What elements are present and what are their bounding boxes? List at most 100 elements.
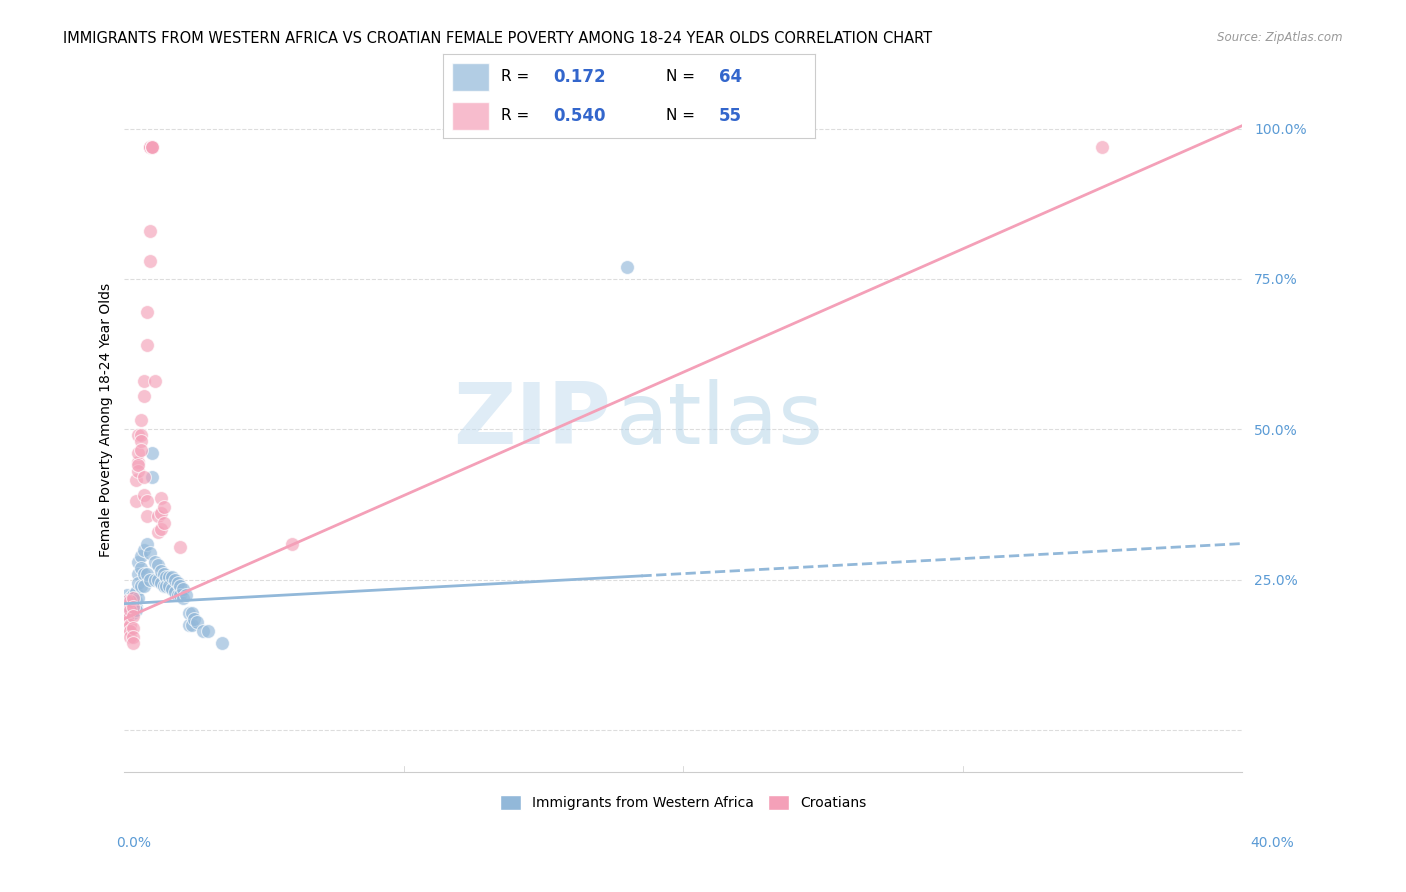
Point bbox=[132, 579, 155, 593]
Point bbox=[117, 588, 139, 602]
Point bbox=[138, 545, 160, 559]
Point bbox=[132, 374, 155, 388]
Point bbox=[129, 579, 152, 593]
Text: N =: N = bbox=[666, 108, 700, 123]
Point bbox=[120, 599, 142, 614]
Point bbox=[121, 606, 143, 620]
Point bbox=[121, 608, 143, 623]
Point bbox=[121, 636, 143, 650]
Point bbox=[127, 458, 149, 473]
Point bbox=[152, 500, 174, 515]
Point bbox=[124, 474, 146, 488]
Point bbox=[172, 582, 194, 596]
Legend: Immigrants from Western Africa, Croatians: Immigrants from Western Africa, Croatian… bbox=[495, 789, 872, 816]
Point bbox=[120, 593, 142, 607]
Text: 0.172: 0.172 bbox=[553, 68, 606, 86]
Point bbox=[127, 555, 149, 569]
Text: 64: 64 bbox=[718, 68, 742, 86]
Point bbox=[135, 494, 157, 508]
Point bbox=[166, 575, 188, 590]
Point bbox=[117, 603, 139, 617]
Point bbox=[124, 593, 146, 607]
Point bbox=[174, 588, 197, 602]
Bar bbox=[453, 62, 489, 91]
Point bbox=[120, 617, 142, 632]
Point bbox=[135, 566, 157, 581]
Point bbox=[117, 612, 139, 626]
Point bbox=[146, 573, 169, 587]
Point bbox=[120, 624, 142, 638]
Point bbox=[138, 224, 160, 238]
Point bbox=[117, 593, 139, 607]
Point bbox=[121, 593, 143, 607]
Text: R =: R = bbox=[501, 70, 534, 85]
Text: 0.540: 0.540 bbox=[553, 107, 606, 125]
Point bbox=[135, 509, 157, 524]
Point bbox=[121, 630, 143, 644]
Y-axis label: Female Poverty Among 18-24 Year Olds: Female Poverty Among 18-24 Year Olds bbox=[100, 284, 114, 558]
Text: N =: N = bbox=[666, 70, 700, 85]
Point bbox=[146, 558, 169, 572]
Point bbox=[141, 446, 163, 460]
Point bbox=[149, 575, 172, 590]
Point bbox=[132, 542, 155, 557]
Point bbox=[127, 446, 149, 460]
Point bbox=[166, 588, 188, 602]
Point bbox=[132, 470, 155, 484]
Point bbox=[132, 566, 155, 581]
Point bbox=[117, 593, 139, 607]
Point bbox=[129, 413, 152, 427]
Point bbox=[129, 443, 152, 458]
Point bbox=[616, 260, 638, 274]
Point bbox=[155, 579, 177, 593]
Point bbox=[169, 540, 191, 554]
Point bbox=[143, 555, 166, 569]
Point bbox=[160, 582, 183, 596]
Point bbox=[177, 606, 200, 620]
Point bbox=[121, 621, 143, 635]
Point bbox=[146, 509, 169, 524]
Point bbox=[152, 516, 174, 530]
Point bbox=[135, 536, 157, 550]
Text: atlas: atlas bbox=[616, 379, 824, 462]
Point bbox=[138, 139, 160, 153]
Text: 0.0%: 0.0% bbox=[117, 836, 150, 850]
Point bbox=[138, 139, 160, 153]
Point bbox=[121, 599, 143, 614]
Point bbox=[180, 617, 202, 632]
Point bbox=[120, 591, 142, 605]
Point bbox=[180, 606, 202, 620]
Point bbox=[121, 588, 143, 602]
Point bbox=[211, 636, 233, 650]
Point bbox=[127, 464, 149, 478]
Point bbox=[127, 575, 149, 590]
Point bbox=[141, 470, 163, 484]
Point bbox=[160, 569, 183, 583]
Point bbox=[152, 579, 174, 593]
Point bbox=[141, 139, 163, 153]
Point bbox=[124, 603, 146, 617]
Point bbox=[157, 579, 180, 593]
Point bbox=[117, 603, 139, 617]
Point bbox=[141, 139, 163, 153]
Point bbox=[127, 591, 149, 605]
Point bbox=[149, 507, 172, 521]
Point bbox=[135, 305, 157, 319]
Point bbox=[177, 617, 200, 632]
Text: Source: ZipAtlas.com: Source: ZipAtlas.com bbox=[1218, 31, 1343, 45]
Point bbox=[141, 139, 163, 153]
Point bbox=[172, 591, 194, 605]
Point bbox=[169, 588, 191, 602]
Point bbox=[138, 139, 160, 153]
Point bbox=[163, 584, 186, 599]
Point bbox=[121, 591, 143, 605]
Point bbox=[127, 566, 149, 581]
Point bbox=[120, 630, 142, 644]
Point bbox=[132, 488, 155, 502]
Point bbox=[149, 522, 172, 536]
Point bbox=[124, 584, 146, 599]
Point bbox=[138, 573, 160, 587]
Point bbox=[183, 612, 205, 626]
Text: IMMIGRANTS FROM WESTERN AFRICA VS CROATIAN FEMALE POVERTY AMONG 18-24 YEAR OLDS : IMMIGRANTS FROM WESTERN AFRICA VS CROATI… bbox=[63, 31, 932, 46]
Point bbox=[197, 624, 219, 638]
